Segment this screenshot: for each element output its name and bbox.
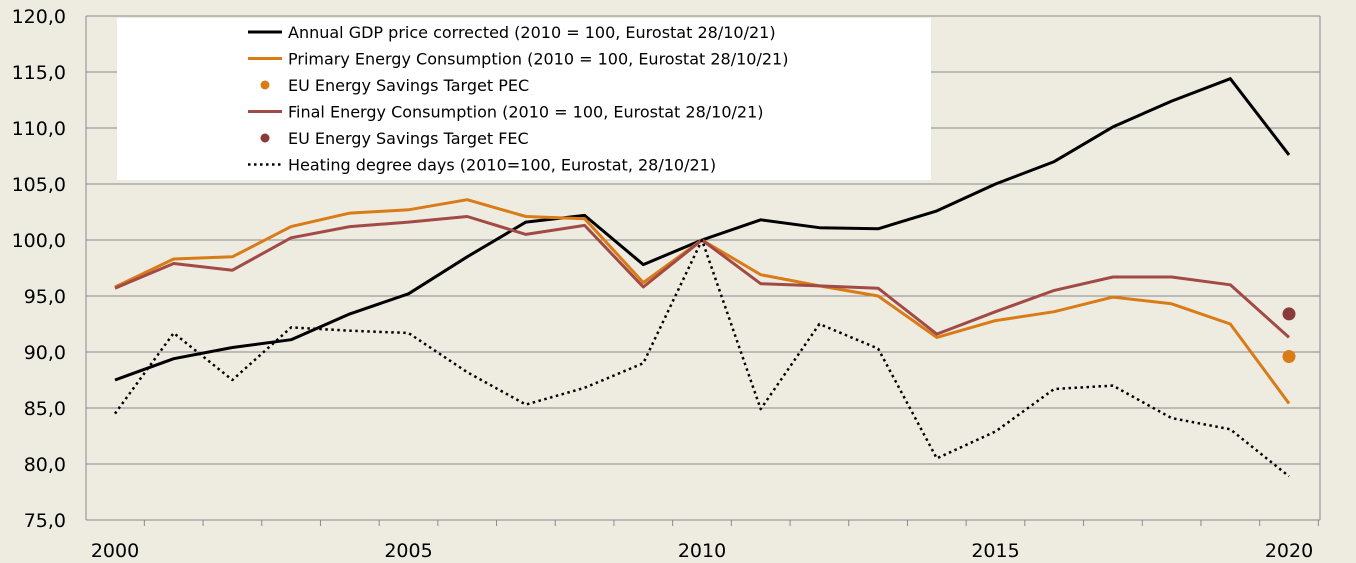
- series-line-5: [113, 238, 1290, 478]
- legend-label: Heating degree days (2010=100, Eurostat,…: [288, 156, 716, 175]
- x-tick-label: 2020: [1265, 540, 1313, 562]
- y-tick-label: 115,0: [12, 62, 66, 84]
- x-tick-label: 2010: [678, 540, 726, 562]
- x-tick-label: 2015: [971, 540, 1019, 562]
- legend-label: Final Energy Consumption (2010 = 100, Eu…: [288, 103, 764, 122]
- x-tick-label: 2005: [384, 540, 432, 562]
- legend: Annual GDP price corrected (2010 = 100, …: [117, 18, 931, 180]
- y-tick-label: 110,0: [12, 118, 66, 140]
- x-tick-label: 2000: [91, 540, 139, 562]
- y-tick-label: 105,0: [12, 174, 66, 196]
- y-tick-label: 120,0: [12, 6, 66, 28]
- target-marker: [1282, 307, 1296, 321]
- y-tick-label: 85,0: [24, 398, 66, 420]
- legend-swatch-dot: [260, 133, 270, 143]
- legend-box: [117, 18, 931, 180]
- y-tick-label: 75,0: [24, 510, 66, 532]
- legend-swatch-dot: [260, 80, 270, 90]
- y-tick-label: 80,0: [24, 454, 66, 476]
- y-tick-label: 90,0: [24, 342, 66, 364]
- y-tick-label: 95,0: [24, 286, 66, 308]
- target-marker: [1282, 349, 1296, 363]
- legend-label: EU Energy Savings Target FEC: [288, 129, 529, 148]
- legend-label: EU Energy Savings Target PEC: [288, 76, 529, 95]
- y-tick-label: 100,0: [12, 230, 66, 252]
- series: [113, 77, 1296, 478]
- axes: 75,0 80,0 85,0 90,0 95,0 100,0 105,0 110,0 115,0…: [12, 6, 1321, 562]
- legend-label: Annual GDP price corrected (2010 = 100, …: [288, 23, 776, 42]
- legend-label: Primary Energy Consumption (2010 = 100, …: [288, 50, 788, 69]
